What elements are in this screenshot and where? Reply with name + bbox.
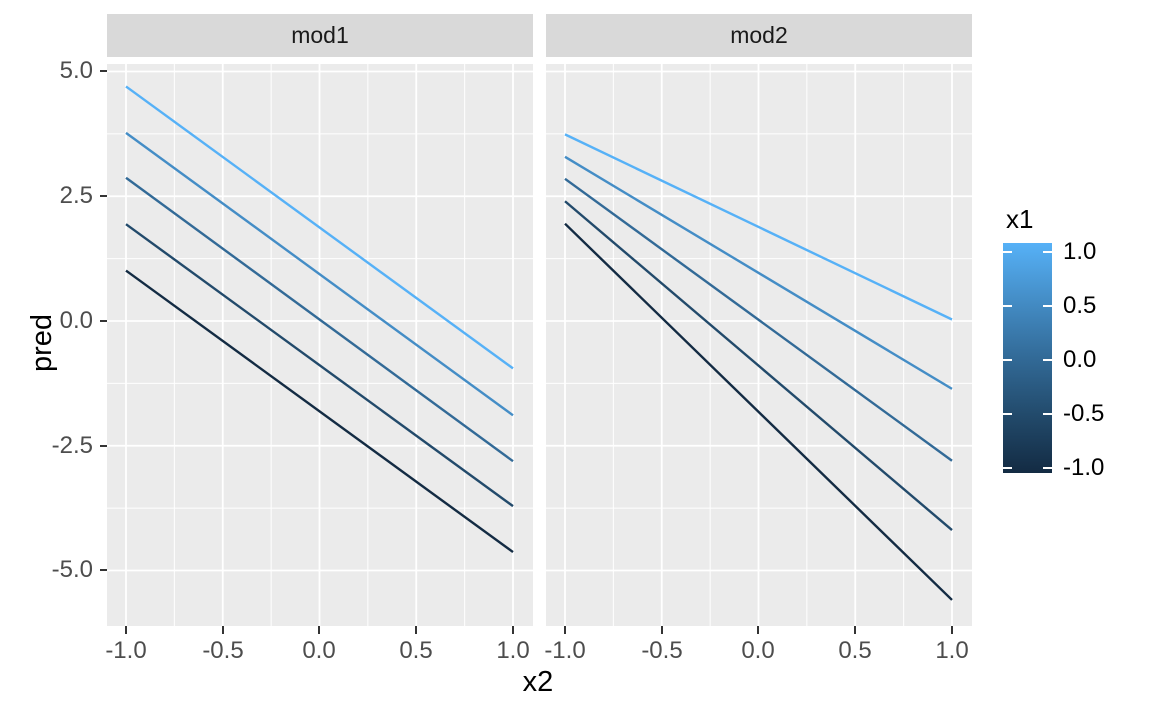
colorbar-tick xyxy=(1043,413,1052,415)
colorbar-tick xyxy=(1043,359,1052,361)
legend-label: 0.0 xyxy=(1063,346,1097,373)
y-tick xyxy=(100,569,107,571)
y-tick-label: 5.0 xyxy=(59,57,93,84)
y-tick xyxy=(100,70,107,72)
plot-panel-mod2 xyxy=(546,64,972,626)
x-tick xyxy=(125,626,127,634)
x-tick-label: -0.5 xyxy=(202,637,244,664)
facet-strip-mod2: mod2 xyxy=(546,14,972,57)
facet-label: mod1 xyxy=(291,22,349,48)
y-tick xyxy=(100,445,107,447)
legend-colorbar xyxy=(1003,243,1052,473)
x-tick-label: 0.5 xyxy=(399,637,433,664)
facet-strip-mod1: mod1 xyxy=(107,14,533,57)
colorbar-tick xyxy=(1003,467,1012,469)
x-tick-label: -1.0 xyxy=(544,637,586,664)
x-tick-label: 0.5 xyxy=(838,637,872,664)
colorbar-tick xyxy=(1003,359,1012,361)
x-tick xyxy=(757,626,759,634)
colorbar-tick xyxy=(1003,413,1012,415)
x-tick xyxy=(854,626,856,634)
legend-label: -1.0 xyxy=(1063,454,1105,481)
x-tick-label: -1.0 xyxy=(105,637,147,664)
x-tick xyxy=(951,626,953,634)
x-tick xyxy=(415,626,417,634)
colorbar-tick xyxy=(1043,251,1052,253)
x-tick xyxy=(318,626,320,634)
colorbar-tick xyxy=(1003,305,1012,307)
panel-canvas-mod2 xyxy=(546,64,972,626)
colorbar-tick xyxy=(1003,251,1012,253)
x-tick xyxy=(564,626,566,634)
y-tick xyxy=(100,320,107,322)
x-tick xyxy=(222,626,224,634)
colorbar-tick xyxy=(1043,305,1052,307)
x-tick xyxy=(661,626,663,634)
facet-label: mod2 xyxy=(730,22,788,48)
y-axis-title: pred xyxy=(26,313,58,373)
panel-canvas-mod1 xyxy=(107,64,533,626)
legend-label: 0.5 xyxy=(1063,292,1097,319)
y-tick-label: -2.5 xyxy=(51,432,93,459)
x-tick-label: -0.5 xyxy=(641,637,683,664)
x-tick xyxy=(512,626,514,634)
y-tick xyxy=(100,195,107,197)
y-tick-label: -5.0 xyxy=(51,556,93,583)
x-tick-label: 1.0 xyxy=(496,637,530,664)
legend-label: -0.5 xyxy=(1063,400,1105,427)
y-tick-label: 0.0 xyxy=(59,307,93,334)
y-tick-label: 2.5 xyxy=(59,182,93,209)
legend-label: 1.0 xyxy=(1063,238,1097,265)
colorbar-tick xyxy=(1043,467,1052,469)
plot-panel-mod1 xyxy=(107,64,533,626)
x-tick-label: 1.0 xyxy=(935,637,969,664)
legend-title: x1 xyxy=(1006,204,1034,234)
x-tick-label: 0.0 xyxy=(741,637,775,664)
x-axis-title: x2 xyxy=(522,666,554,698)
x-tick-label: 0.0 xyxy=(302,637,336,664)
